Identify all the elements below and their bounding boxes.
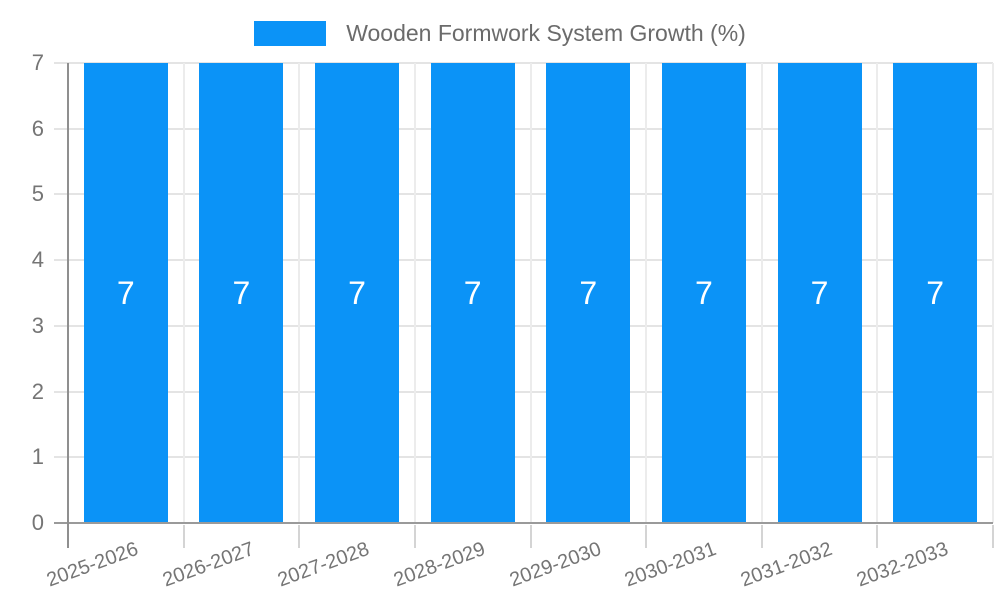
x-axis-label: 2027-2028 <box>275 538 373 592</box>
bar-value-label: 7 <box>116 275 135 311</box>
x-axis-label: 2025-2026 <box>43 538 142 592</box>
gridline-horizontal <box>54 193 993 196</box>
bar-value-label: 7 <box>463 275 482 311</box>
x-axis-tick <box>298 525 301 548</box>
gridline-horizontal <box>54 62 993 64</box>
bar-value-label: 7 <box>810 275 829 311</box>
bar-value-label: 7 <box>926 275 945 311</box>
x-axis-tick <box>413 525 416 548</box>
legend-swatch <box>254 21 327 46</box>
y-axis-tick-label: 3 <box>31 312 44 338</box>
bar[interactable]: 7 <box>546 63 631 523</box>
bar[interactable]: 7 <box>893 63 978 523</box>
x-axis-baseline <box>54 522 993 524</box>
gridline-vertical <box>645 63 648 523</box>
x-axis-label: 2032-2033 <box>853 538 951 592</box>
x-axis-tick <box>645 525 648 548</box>
x-axis-label: 2026-2027 <box>159 538 257 592</box>
bar[interactable]: 7 <box>83 63 168 523</box>
gridline-horizontal <box>54 127 993 130</box>
x-axis-tick <box>876 525 879 548</box>
bar-value-label: 7 <box>348 275 366 311</box>
y-axis-tick-label: 4 <box>31 247 44 273</box>
gridline-vertical <box>760 63 763 523</box>
x-axis-tick <box>182 525 185 548</box>
bar-value-label: 7 <box>579 275 598 311</box>
gridline-vertical <box>876 63 879 523</box>
bar-value-label: 7 <box>695 275 713 311</box>
x-axis-label: 2028-2029 <box>390 538 489 592</box>
bar[interactable]: 7 <box>777 63 862 523</box>
x-axis-label: 2029-2030 <box>506 538 604 592</box>
bar[interactable]: 7 <box>430 63 515 523</box>
gridline-vertical <box>529 63 532 523</box>
y-axis-tick-label: 2 <box>31 378 44 404</box>
gridline-vertical <box>298 63 301 523</box>
y-axis-tick-label: 6 <box>31 115 44 141</box>
y-axis-tick-label: 5 <box>31 181 44 207</box>
gridline-horizontal <box>54 324 993 327</box>
y-axis-tick-label: 7 <box>31 50 44 75</box>
bar[interactable]: 7 <box>315 63 400 523</box>
legend: Wooden Formwork System Growth (%) <box>0 20 1000 47</box>
bar[interactable]: 7 <box>199 63 284 523</box>
gridline-vertical <box>992 63 994 523</box>
legend-label: Wooden Formwork System Growth (%) <box>346 20 746 46</box>
gridline-vertical <box>413 63 416 523</box>
x-axis-label: 2031-2032 <box>737 538 836 592</box>
x-axis-tick <box>529 525 532 548</box>
x-axis-tick <box>760 525 763 548</box>
bar-value-label: 7 <box>232 275 251 311</box>
y-axis-line <box>67 63 69 548</box>
x-axis-tick <box>992 525 994 548</box>
gridline-horizontal <box>54 390 993 393</box>
x-axis-label: 2030-2031 <box>622 538 720 592</box>
y-axis-tick-label: 1 <box>31 444 44 470</box>
y-axis-tick-label: 0 <box>31 510 44 535</box>
gridline-vertical <box>182 63 185 523</box>
gridline-horizontal <box>54 259 993 262</box>
gridline-horizontal <box>54 456 993 459</box>
bar[interactable]: 7 <box>661 63 746 523</box>
